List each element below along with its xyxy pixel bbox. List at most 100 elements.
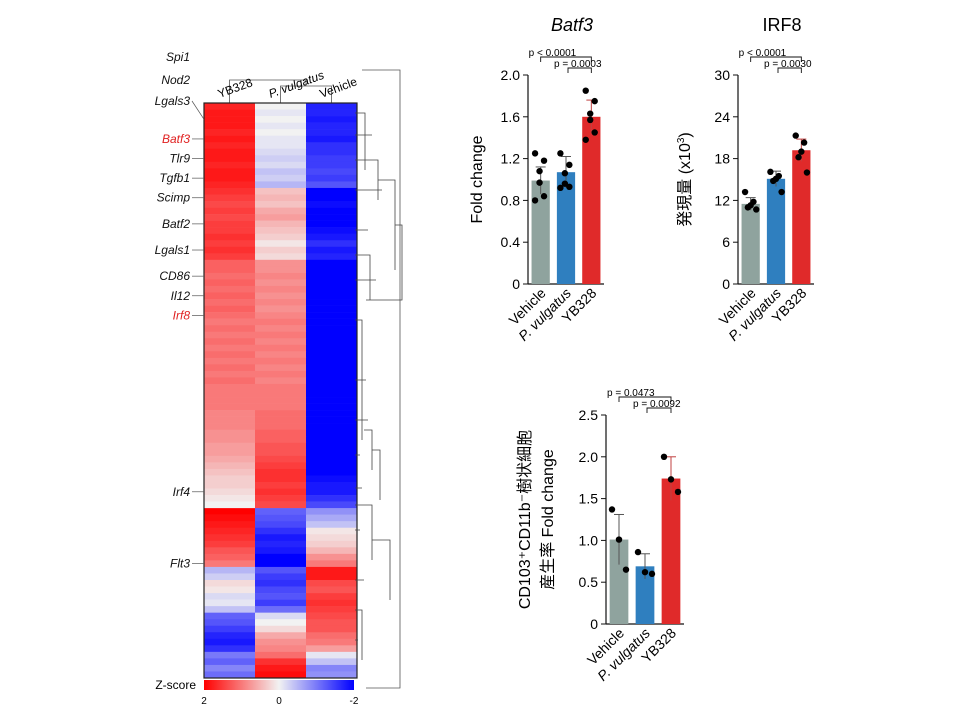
p-value-label: p = 0.0092 bbox=[633, 399, 681, 410]
p-value-label: p = 0.0030 bbox=[764, 59, 812, 70]
heatmap-cell bbox=[204, 292, 256, 300]
y-axis-label-line-1: CD103⁺CD11b⁻樹状細胞 bbox=[516, 430, 534, 609]
heatmap-cell bbox=[255, 155, 307, 163]
heatmap-cell bbox=[306, 351, 358, 359]
heatmap-cell bbox=[255, 664, 307, 672]
heatmap-cell bbox=[255, 227, 307, 234]
heatmap-cell bbox=[306, 129, 358, 136]
heatmap-cell bbox=[204, 194, 256, 202]
heatmap-cell bbox=[306, 527, 358, 535]
p-value-label: p < 0.0001 bbox=[529, 48, 577, 59]
data-point bbox=[792, 132, 799, 139]
data-point bbox=[622, 566, 630, 573]
heatmap-cell bbox=[255, 109, 307, 117]
heatmap-cell bbox=[306, 671, 358, 679]
heatmap-cell bbox=[255, 593, 307, 600]
heatmap-cell bbox=[306, 619, 358, 627]
heatmap-cell bbox=[255, 207, 307, 215]
bar-2 bbox=[661, 478, 681, 624]
heatmap-cell bbox=[204, 495, 256, 502]
data-point bbox=[770, 177, 777, 185]
heatmap-cell bbox=[255, 599, 307, 607]
heatmap-cell bbox=[306, 468, 358, 476]
data-point bbox=[536, 179, 543, 186]
heatmap-cell bbox=[306, 194, 358, 202]
heatmap-cell bbox=[306, 266, 358, 274]
data-point bbox=[540, 193, 548, 200]
p-value-label: p = 0.0473 bbox=[607, 388, 655, 399]
heatmap-cell bbox=[255, 560, 307, 568]
heatmap-cell bbox=[204, 155, 256, 163]
heatmap-cell bbox=[255, 266, 307, 274]
bar-2 bbox=[582, 116, 601, 284]
heatmap-cell bbox=[306, 599, 358, 607]
bar-1 bbox=[766, 178, 786, 284]
heatmap-cell bbox=[306, 103, 358, 110]
heatmap-cell bbox=[306, 540, 358, 548]
heatmap-cell bbox=[255, 455, 307, 463]
heatmap-cell bbox=[204, 240, 256, 248]
heatmap-cell bbox=[306, 462, 358, 470]
heatmap-cell bbox=[255, 442, 307, 450]
heatmap-cell bbox=[255, 514, 307, 522]
heatmap-panel: YB328 P. vulgatusVehicleSpi1Nod2Lgals3Bat… bbox=[155, 50, 403, 707]
heatmap-cell bbox=[306, 331, 358, 339]
data-point bbox=[674, 488, 682, 496]
heatmap-cell bbox=[204, 103, 256, 110]
heatmap-cell bbox=[255, 299, 307, 306]
heatmap-cell bbox=[204, 246, 256, 254]
heatmap-cell bbox=[204, 129, 256, 136]
heatmap-cell bbox=[255, 671, 307, 679]
heatmap-cell bbox=[255, 305, 307, 313]
gene-label: Batf2 bbox=[162, 217, 190, 231]
heatmap-cell bbox=[255, 579, 307, 587]
heatmap-cell bbox=[255, 606, 307, 613]
heatmap-cell bbox=[255, 233, 307, 241]
heatmap-cell bbox=[255, 534, 307, 542]
heatmap-column-label: P. vulgatus bbox=[267, 68, 326, 101]
heatmap-cell bbox=[306, 429, 358, 437]
data-point bbox=[608, 506, 616, 513]
heatmap-cell bbox=[204, 285, 256, 293]
heatmap-cell bbox=[306, 495, 358, 502]
heatmap-cell bbox=[306, 410, 358, 417]
data-point bbox=[634, 548, 642, 556]
data-point bbox=[587, 110, 594, 117]
data-point bbox=[587, 116, 594, 124]
data-point bbox=[561, 170, 569, 177]
heatmap-cell bbox=[204, 266, 256, 274]
heatmap-cell bbox=[306, 168, 358, 176]
data-point bbox=[798, 148, 805, 155]
heatmap-cell bbox=[204, 547, 256, 555]
heatmap-cell bbox=[255, 462, 307, 470]
heatmap-cell bbox=[204, 416, 256, 424]
heatmap-cell bbox=[204, 534, 256, 542]
heatmap-cell bbox=[255, 547, 307, 555]
heatmap-cell bbox=[306, 370, 358, 378]
heatmap-cell bbox=[255, 122, 307, 130]
heatmap-cell bbox=[255, 325, 307, 332]
heatmap-cell bbox=[255, 344, 307, 352]
y-tick-label: 18 bbox=[714, 151, 730, 167]
heatmap-cell bbox=[204, 259, 256, 267]
data-point bbox=[803, 169, 811, 176]
data-point bbox=[540, 157, 548, 164]
bar-1 bbox=[635, 566, 655, 624]
heatmap-cell bbox=[255, 390, 307, 398]
significance-bracket bbox=[646, 407, 672, 413]
heatmap-column-label: YB328 bbox=[216, 75, 255, 101]
heatmap-cell bbox=[306, 383, 358, 391]
heatmap-cell bbox=[255, 632, 307, 640]
heatmap-cell bbox=[306, 285, 358, 293]
data-point bbox=[778, 188, 785, 196]
heatmap-cell bbox=[306, 272, 358, 280]
gene-label: Lgals3 bbox=[155, 94, 191, 108]
heatmap-cell bbox=[204, 331, 256, 339]
heatmap-cell bbox=[306, 449, 358, 457]
heatmap-cell bbox=[306, 240, 358, 248]
heatmap-cell bbox=[204, 142, 256, 150]
heatmap-cell bbox=[255, 142, 307, 150]
y-tick-label: 0.5 bbox=[579, 574, 599, 590]
heatmap-cell bbox=[204, 664, 256, 672]
